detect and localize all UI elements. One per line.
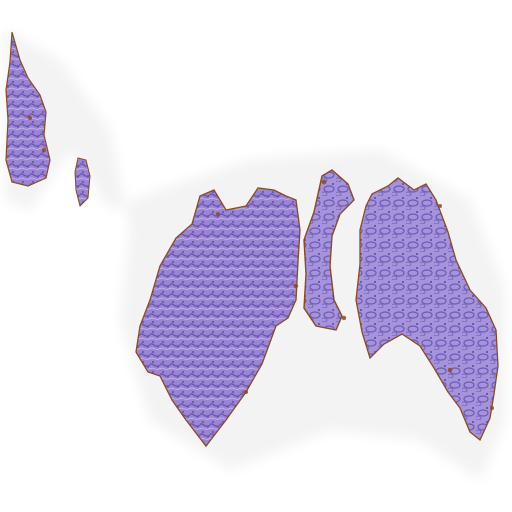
- tissue-fragment-small: [74, 157, 91, 207]
- tissue-fragment-right: [355, 177, 499, 442]
- stain-edges: [28, 116, 494, 410]
- tissue-fragment-mid-right: [303, 169, 355, 331]
- tissue-fragment-left: [5, 31, 51, 187]
- tissue-fragment-center: [135, 187, 301, 448]
